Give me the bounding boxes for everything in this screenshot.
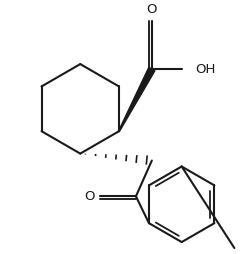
Polygon shape xyxy=(118,67,155,131)
Text: O: O xyxy=(146,3,157,16)
Text: O: O xyxy=(85,190,95,203)
Text: OH: OH xyxy=(196,62,216,75)
